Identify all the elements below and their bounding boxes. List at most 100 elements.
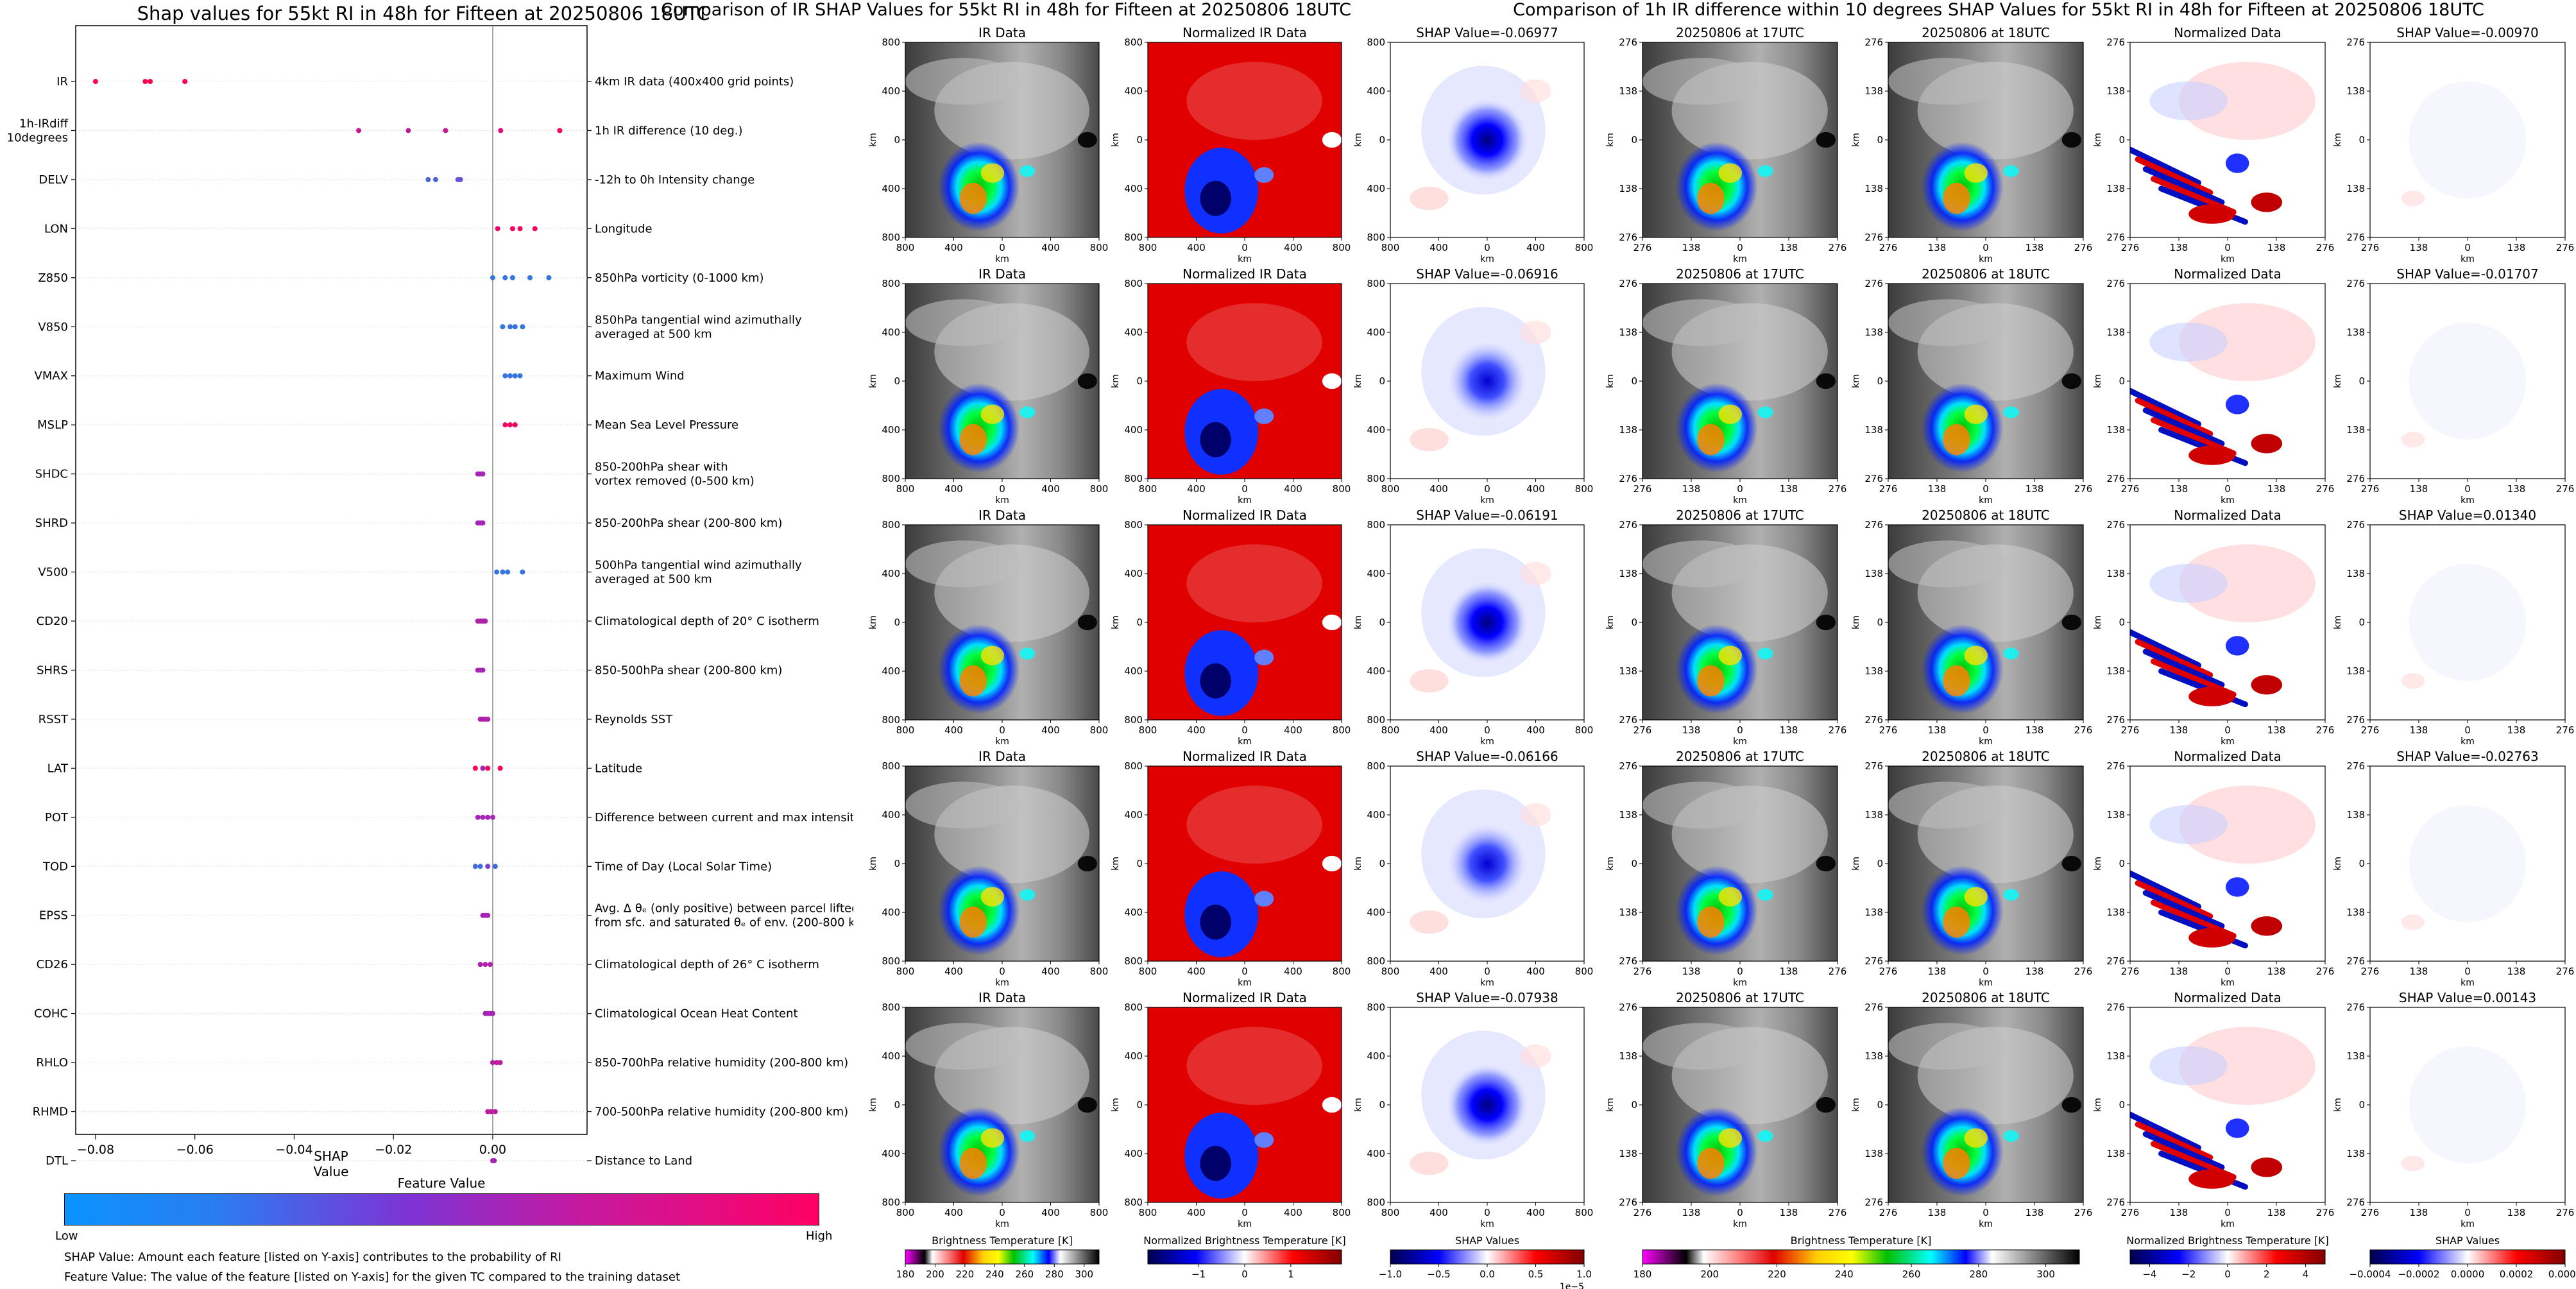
- y-axis-label: km: [1605, 133, 1616, 147]
- y-axis-label: km: [1851, 857, 1861, 871]
- x-tick-label: 138: [1928, 1207, 1947, 1218]
- x-tick-label: 400: [1187, 1207, 1206, 1218]
- shap-faint-patch: [2401, 1156, 2425, 1172]
- x-tick-label: 138: [2026, 724, 2044, 736]
- feature-label: TOD: [42, 860, 68, 873]
- heatmap-panel: [2369, 524, 2566, 721]
- y-tick-label: 800: [1367, 760, 1385, 772]
- panel-title: Normalized IR Data: [1182, 25, 1307, 40]
- y-tick-label: 276: [1864, 955, 1883, 967]
- feature-description: 700-500hPa relative humidity (200-800 km…: [595, 1105, 848, 1119]
- norm-white-patch: [1322, 614, 1342, 631]
- y-axis-label: km: [2333, 615, 2343, 629]
- panel-content: [2130, 42, 2325, 237]
- x-tick-label: 800: [1139, 1207, 1157, 1218]
- y-axis-label: km: [1353, 1098, 1363, 1112]
- shap-xlabel: SHAP Value: [313, 1148, 349, 1179]
- y-tick-label: 800: [882, 37, 900, 48]
- y-tick-label: 276: [2106, 473, 2125, 484]
- x-tick-label: 138: [2026, 242, 2044, 253]
- shap-point: [508, 422, 513, 428]
- x-tick-label: 0: [999, 966, 1005, 977]
- x-tick-label: 138: [2026, 483, 2044, 495]
- x-tick-label: 400: [1526, 966, 1545, 977]
- diff-streak: [2142, 166, 2225, 205]
- convection-peak: [980, 887, 1005, 907]
- feature-description: averaged at 500 km: [595, 327, 712, 341]
- feature-description: 4km IR data (400x400 grid points): [595, 75, 794, 89]
- norm-cold-peak: [1200, 1145, 1231, 1181]
- shap-faint-patch: [2401, 673, 2425, 689]
- y-tick-label: 800: [1367, 1197, 1385, 1208]
- x-tick-label: 276: [1879, 1207, 1898, 1218]
- x-tick-label: 0: [2464, 724, 2471, 736]
- x-tick-label: 0: [1484, 242, 1490, 253]
- diff-warm-cell: [2188, 928, 2236, 948]
- y-tick-label: 800: [882, 519, 900, 531]
- shap-point: [472, 765, 478, 771]
- x-tick-label: 800: [1381, 724, 1400, 736]
- x-tick-label: 276: [2316, 724, 2335, 736]
- x-tick-label: 400: [1429, 1207, 1448, 1218]
- y-tick-label: 138: [2106, 85, 2125, 97]
- shap-faint-patch: [2401, 914, 2425, 930]
- y-tick-label: 800: [882, 1197, 900, 1208]
- colorbar: [2369, 1249, 2566, 1265]
- y-tick-label: 0: [894, 375, 900, 387]
- x-tick-label: 138: [2507, 724, 2526, 736]
- y-tick-label: 400: [882, 568, 900, 579]
- shap-point: [557, 128, 563, 133]
- feature-description: Mean Sea Level Pressure: [595, 418, 738, 432]
- feature-label: 1h-IRdiff: [19, 117, 69, 130]
- y-tick-label: 800: [1367, 232, 1385, 243]
- panel-title: Normalized IR Data: [1182, 749, 1307, 764]
- panel-content: [2370, 766, 2565, 961]
- convection-peak: [1697, 423, 1725, 456]
- colorbar-tick-label: 180: [896, 1268, 915, 1280]
- heatmap-panel: [1888, 524, 2084, 721]
- panel-content: [1888, 284, 2083, 479]
- heatmap-panel: [2129, 524, 2326, 721]
- y-tick-label: 138: [1864, 1148, 1883, 1159]
- diff-streak: [2135, 1121, 2213, 1161]
- feature-label: LAT: [47, 762, 69, 775]
- panel-content: [2130, 1007, 2325, 1202]
- y-tick-label: 276: [2106, 714, 2125, 726]
- feature-label: MSLP: [37, 418, 68, 432]
- x-tick-label: −0.04: [275, 1143, 312, 1157]
- shap-point: [432, 176, 438, 182]
- y-tick-label: 0: [1136, 1099, 1143, 1111]
- colorbar-tick-label: 4: [2303, 1268, 2309, 1280]
- x-tick-label: 0: [2464, 1207, 2471, 1218]
- colorbar-tick-label: 200: [1700, 1268, 1719, 1280]
- y-tick-label: 400: [1367, 809, 1385, 821]
- shap-point: [457, 176, 463, 182]
- shap-positive-patch: [1410, 1151, 1449, 1175]
- x-tick-label: 138: [2170, 966, 2188, 977]
- colorbar-tick-label: 240: [1835, 1268, 1854, 1280]
- diff-cool-band: [2149, 322, 2228, 362]
- heatmap-panel: [1147, 283, 1342, 479]
- cloud-band: [1888, 1023, 2006, 1070]
- panel-content: [1148, 284, 1342, 479]
- y-tick-label: 138: [1864, 183, 1883, 194]
- x-tick-label: 276: [1633, 1207, 1652, 1218]
- dark-patch: [2061, 373, 2081, 389]
- shap-faint-patch: [2401, 432, 2425, 448]
- y-tick-label: 138: [2346, 327, 2365, 338]
- diff-warm-band: [2179, 544, 2316, 622]
- convection-peak: [980, 1128, 1005, 1148]
- y-axis-label: km: [2093, 857, 2103, 871]
- shap-point: [494, 569, 500, 575]
- y-tick-label: 0: [2358, 1099, 2365, 1111]
- x-tick-label: 138: [2410, 966, 2428, 977]
- norm-cold-peak: [1200, 422, 1231, 457]
- diff-cool-cell: [2225, 1118, 2249, 1138]
- feature-description: -12h to 0h Intensity change: [595, 173, 755, 187]
- y-tick-label: 138: [2346, 1050, 2365, 1062]
- panel-title: 20250806 at 17UTC: [1676, 990, 1804, 1005]
- panel-title: Normalized Data: [2174, 749, 2282, 764]
- panel-title: 20250806 at 18UTC: [1922, 266, 2050, 282]
- convection-peak: [980, 645, 1005, 665]
- x-tick-label: 800: [1333, 242, 1351, 253]
